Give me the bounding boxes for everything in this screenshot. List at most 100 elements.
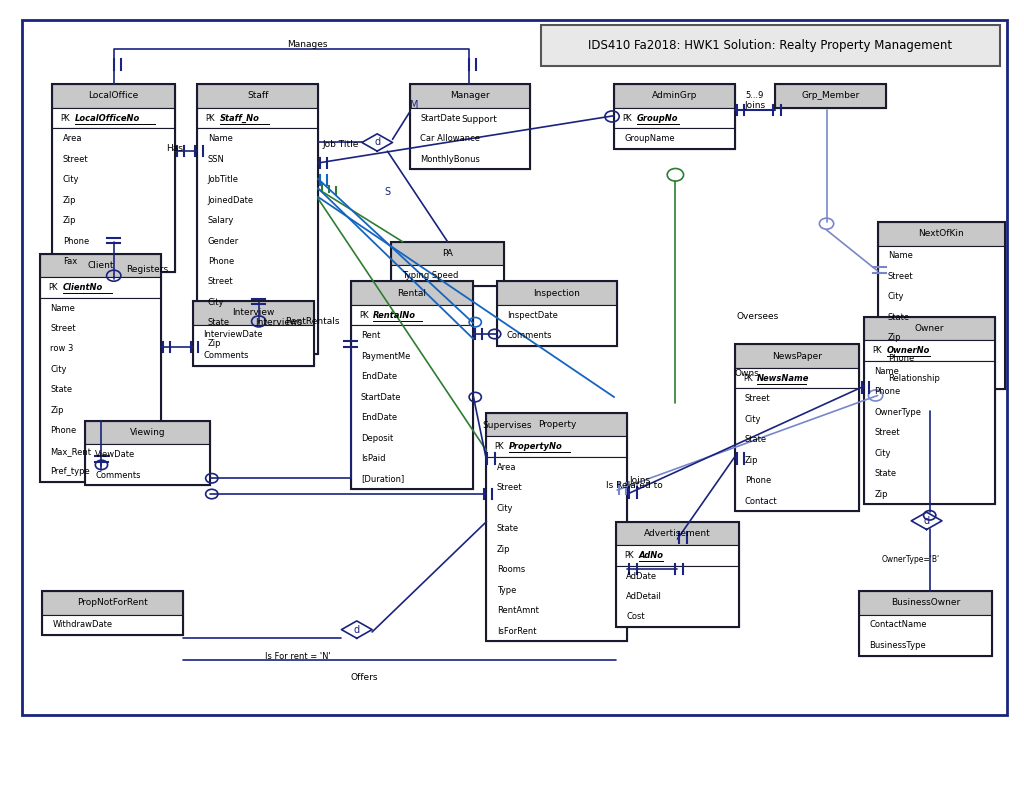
- Text: MonthlyBonus: MonthlyBonus: [420, 154, 480, 164]
- FancyBboxPatch shape: [52, 84, 175, 108]
- FancyBboxPatch shape: [52, 128, 175, 272]
- Text: Phone: Phone: [874, 387, 901, 396]
- Text: ContactName: ContactName: [869, 620, 927, 630]
- Text: Registers: Registers: [126, 265, 168, 274]
- Text: Joins: Joins: [744, 101, 766, 110]
- Text: Has: Has: [167, 144, 183, 153]
- Text: Area: Area: [497, 463, 516, 471]
- FancyBboxPatch shape: [410, 108, 530, 169]
- Text: Offers: Offers: [350, 673, 378, 682]
- Text: OwnerType: OwnerType: [874, 407, 922, 417]
- FancyBboxPatch shape: [864, 340, 995, 361]
- Text: Phone: Phone: [50, 426, 77, 436]
- Text: Zip: Zip: [208, 339, 221, 348]
- Text: BusinessOwner: BusinessOwner: [891, 598, 961, 607]
- Text: NewsName: NewsName: [757, 373, 809, 383]
- Text: IDS410 Fa2018: HWK1 Solution: Realty Property Management: IDS410 Fa2018: HWK1 Solution: Realty Pro…: [589, 39, 952, 52]
- Text: SSN: SSN: [208, 154, 224, 164]
- Text: Interview: Interview: [232, 308, 274, 317]
- Text: PK: PK: [495, 442, 504, 451]
- Text: S: S: [384, 187, 390, 197]
- FancyBboxPatch shape: [52, 108, 175, 128]
- Text: 5...9: 5...9: [745, 91, 764, 100]
- Text: Phone: Phone: [62, 237, 89, 245]
- Text: City: City: [208, 298, 224, 307]
- FancyBboxPatch shape: [878, 246, 1006, 389]
- Text: OwnerNo: OwnerNo: [887, 346, 930, 355]
- Text: StartDate: StartDate: [420, 114, 461, 123]
- Text: Support: Support: [462, 115, 498, 123]
- FancyBboxPatch shape: [486, 457, 628, 642]
- Text: Fax: Fax: [62, 257, 77, 266]
- Text: Street: Street: [888, 272, 913, 281]
- Text: Client: Client: [87, 261, 114, 270]
- Text: Name: Name: [888, 252, 912, 260]
- Text: Comments: Comments: [507, 331, 552, 340]
- FancyBboxPatch shape: [497, 305, 617, 346]
- Text: Is For rent = 'N': Is For rent = 'N': [264, 652, 331, 660]
- Text: AdDate: AdDate: [627, 572, 657, 581]
- FancyBboxPatch shape: [864, 361, 995, 505]
- Text: City: City: [62, 175, 79, 184]
- FancyBboxPatch shape: [486, 413, 628, 437]
- Text: AdNo: AdNo: [639, 551, 664, 560]
- Text: NewsPaper: NewsPaper: [772, 351, 822, 361]
- FancyBboxPatch shape: [391, 266, 504, 286]
- Text: InterviewDate: InterviewDate: [204, 331, 263, 339]
- Text: PK: PK: [206, 114, 215, 123]
- Text: Street: Street: [62, 154, 88, 164]
- FancyBboxPatch shape: [775, 84, 886, 108]
- Text: JobTitle: JobTitle: [208, 175, 239, 184]
- Text: PK: PK: [623, 114, 632, 123]
- Text: Staff_No: Staff_No: [220, 113, 260, 123]
- Text: Name: Name: [208, 134, 232, 143]
- Text: Salary: Salary: [208, 216, 234, 225]
- Text: row 3: row 3: [50, 345, 74, 354]
- FancyBboxPatch shape: [616, 521, 738, 545]
- Text: Contact: Contact: [744, 497, 777, 505]
- FancyBboxPatch shape: [40, 297, 161, 483]
- Text: GroupName: GroupName: [625, 134, 675, 143]
- Text: Street: Street: [744, 394, 770, 403]
- Text: Type: Type: [497, 585, 516, 595]
- FancyBboxPatch shape: [85, 445, 210, 486]
- Text: Gender: Gender: [208, 237, 239, 245]
- Text: Street: Street: [497, 483, 522, 492]
- Text: StartDate: StartDate: [360, 392, 401, 402]
- Text: Relationship: Relationship: [888, 374, 940, 384]
- Text: RentalNo: RentalNo: [373, 311, 416, 320]
- Text: LocalOffice: LocalOffice: [89, 92, 139, 100]
- Text: City: City: [497, 504, 513, 513]
- Text: Rooms: Rooms: [497, 566, 525, 574]
- Text: Supervises: Supervises: [482, 421, 531, 430]
- FancyBboxPatch shape: [734, 388, 859, 511]
- Text: Typing Speed: Typing Speed: [401, 271, 458, 280]
- Text: Comments: Comments: [95, 471, 141, 479]
- Text: Street: Street: [874, 428, 900, 437]
- Text: M: M: [410, 100, 419, 110]
- Text: Inspection: Inspection: [534, 289, 581, 297]
- Text: Zip: Zip: [62, 216, 76, 225]
- FancyBboxPatch shape: [734, 344, 859, 368]
- Text: d: d: [374, 138, 380, 147]
- Text: GroupNo: GroupNo: [637, 114, 678, 123]
- Text: Joins: Joins: [629, 476, 650, 485]
- FancyBboxPatch shape: [40, 254, 161, 278]
- Text: Pref_type: Pref_type: [50, 467, 90, 476]
- Text: State: State: [497, 524, 519, 533]
- FancyBboxPatch shape: [194, 301, 314, 324]
- Text: Property: Property: [538, 420, 577, 430]
- Text: PK: PK: [60, 114, 71, 123]
- FancyBboxPatch shape: [859, 591, 992, 615]
- Text: Oversees: Oversees: [736, 312, 779, 321]
- Text: d: d: [924, 516, 930, 526]
- Text: EndDate: EndDate: [360, 413, 397, 422]
- Text: JoinedDate: JoinedDate: [208, 195, 254, 205]
- Text: Phone: Phone: [208, 257, 233, 266]
- Text: Comments: Comments: [204, 350, 249, 360]
- FancyBboxPatch shape: [616, 566, 738, 627]
- Text: Staff: Staff: [247, 92, 268, 100]
- Text: IsForRent: IsForRent: [497, 626, 537, 636]
- Text: Area: Area: [62, 134, 82, 143]
- Text: State: State: [888, 313, 910, 322]
